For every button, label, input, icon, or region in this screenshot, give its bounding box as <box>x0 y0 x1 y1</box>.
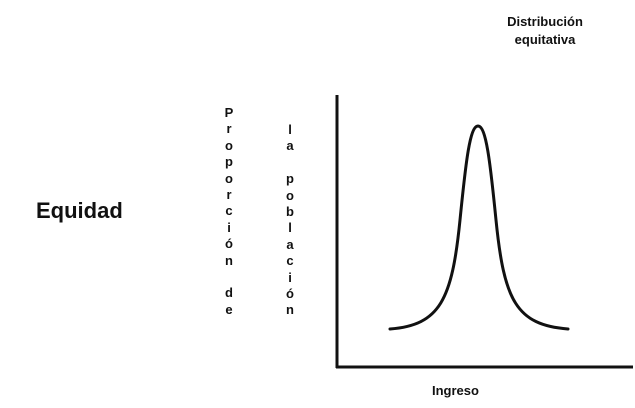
y-axis-letter: i <box>227 219 231 235</box>
y-axis-letter: a <box>286 236 294 252</box>
y-axis-letter: ó <box>225 236 233 252</box>
y-axis-letter: b <box>286 203 294 219</box>
y-axis-letter: P <box>224 105 234 120</box>
side-label: Equidad <box>36 198 123 223</box>
y-axis-letter: n <box>286 302 294 318</box>
y-axis-letter: l <box>288 122 292 137</box>
y-axis-letter: i <box>288 269 292 285</box>
y-axis-letter: c <box>225 203 233 219</box>
y-axis-letter: ó <box>286 285 294 301</box>
y-axis-letter: o <box>286 187 294 203</box>
y-axis-letter: c <box>286 253 294 269</box>
y-axis-letter: n <box>225 252 233 268</box>
distribution-curve <box>388 124 570 331</box>
y-axis-letter: p <box>286 171 294 187</box>
y-axis-letter: o <box>225 137 233 153</box>
y-axis-letter: a <box>286 138 294 154</box>
curve-label-line2: equitativa <box>514 32 576 47</box>
y-axis-letter: e <box>225 301 233 317</box>
curve-label: Distribución equitativa <box>470 13 620 49</box>
y-axis-letter: p <box>225 154 233 170</box>
y-axis-letter: o <box>225 170 233 186</box>
y-axis-letter: r <box>226 186 232 202</box>
y-axis-letter: r <box>226 121 232 137</box>
x-axis-label: Ingreso <box>432 383 479 398</box>
y-axis-letter: l <box>288 220 292 236</box>
y-axis-letter: d <box>225 285 233 301</box>
curve-label-line1: Distribución <box>507 14 583 29</box>
